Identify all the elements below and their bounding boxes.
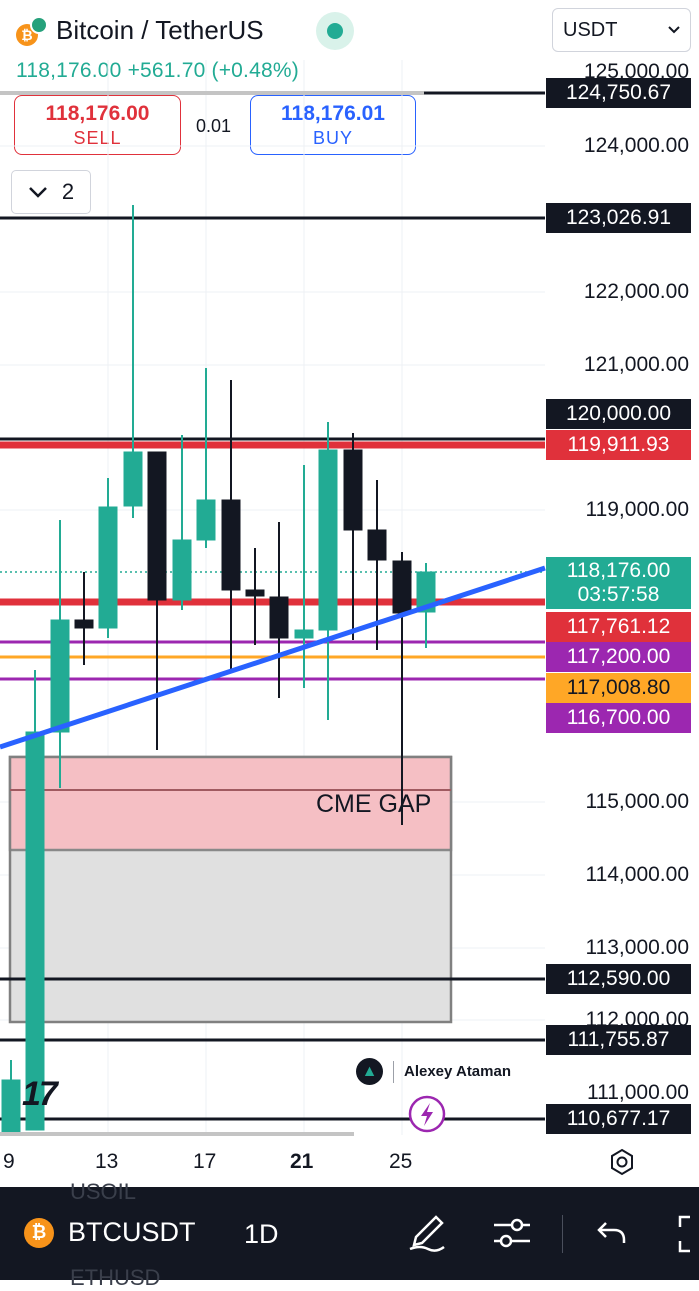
drawing-tools-icon[interactable] <box>406 1213 446 1253</box>
symbol-name: BTCUSDT <box>68 1217 196 1247</box>
price-tag-123026[interactable]: 123,026.91 <box>546 203 691 233</box>
spread-value: 0.01 <box>196 116 232 136</box>
cme-gap-highlight[interactable] <box>8 755 453 852</box>
fullscreen-icon[interactable] <box>676 1215 699 1253</box>
ghost-symbol-above: USOIL <box>70 1179 137 1204</box>
cme-gap-label: CME GAP <box>316 790 432 818</box>
axis-tick: 113,000.00 <box>585 936 689 959</box>
axis-tick: 121,000.00 <box>583 353 689 376</box>
indicators-toggle-button[interactable]: 2 <box>11 170 91 214</box>
axis-tick: 119,000.00 <box>585 498 689 521</box>
symbol-title[interactable]: Bitcoin / TetherUS <box>56 15 264 45</box>
candle <box>343 433 363 640</box>
price-tag-117008[interactable]: 117,008.80 <box>546 673 691 703</box>
candle <box>50 520 70 788</box>
axis-tick: 115,000.00 <box>585 790 689 813</box>
candle <box>269 522 289 698</box>
candles <box>1 205 436 1136</box>
price-change-line: 118,176.00 +561.70 (+0.48%) <box>16 59 299 82</box>
chart-settings-icon[interactable] <box>608 1148 636 1176</box>
date-label: 25 <box>389 1150 413 1173</box>
candle <box>98 478 118 638</box>
tether-icon <box>30 16 48 34</box>
candle <box>1 1060 21 1136</box>
market-status-indicator[interactable] <box>316 12 354 50</box>
price-tag-117761[interactable]: 117,761.12 <box>546 612 691 642</box>
candle <box>25 670 45 1131</box>
candle <box>245 548 265 645</box>
price-chart[interactable] <box>0 60 699 1140</box>
candle <box>74 572 94 665</box>
candle <box>294 465 314 688</box>
status-dot-icon <box>327 23 343 39</box>
price-tag-117200[interactable]: 117,200.00 <box>546 642 691 672</box>
buy-label: BUY <box>312 128 353 148</box>
date-label: 9 <box>3 1150 15 1173</box>
date-label: 17 <box>193 1150 217 1173</box>
axis-tick: 125,000.00 <box>583 60 689 83</box>
author-name: Alexey Ataman <box>404 1063 511 1080</box>
candle <box>318 422 338 720</box>
date-label: 21 <box>290 1150 314 1173</box>
axis-tick: 124,000.00 <box>583 134 689 157</box>
author-logo-icon: ▲ <box>356 1058 383 1085</box>
indicators-icon[interactable] <box>492 1215 532 1251</box>
bottom-toolbar: USOIL ETHUSD ₿ BTCUSDT 1D <box>0 1179 699 1290</box>
sell-label: SELL <box>73 128 122 148</box>
undo-icon[interactable] <box>596 1217 628 1249</box>
sell-button[interactable]: 118,176.00 SELL <box>14 95 181 155</box>
candle <box>123 205 143 518</box>
date-label: 13 <box>95 1150 119 1173</box>
chevron-down-icon <box>668 26 680 34</box>
chevron-down-icon <box>28 187 47 198</box>
candle <box>196 368 216 548</box>
candle <box>221 380 241 670</box>
axis-tick: 114,000.00 <box>585 863 689 886</box>
currency-value: USDT <box>563 18 618 41</box>
candle <box>147 451 167 750</box>
price-tag-110677[interactable]: 110,677.17 <box>546 1104 691 1134</box>
buy-button[interactable]: 118,176.01 BUY <box>250 95 416 155</box>
candle <box>392 552 412 825</box>
last-price-tag[interactable]: 118,176.00 03:57:58 <box>546 557 691 609</box>
axis-tick: 111,000.00 <box>587 1081 689 1104</box>
price-tag-116700[interactable]: 116,700.00 <box>546 703 691 733</box>
axis-tick: 122,000.00 <box>583 280 689 303</box>
ascending-trendline[interactable] <box>0 565 546 750</box>
price-tag-124750[interactable]: 124,750.67 <box>546 78 691 108</box>
tradingview-logo: 17 <box>22 1075 58 1113</box>
indicators-count: 2 <box>61 179 75 204</box>
author-watermark: ▲ Alexey Ataman <box>356 1058 511 1085</box>
candle <box>172 435 192 610</box>
price-tag-112590[interactable]: 112,590.00 <box>546 964 691 994</box>
candle-countdown: 03:57:58 <box>577 583 660 606</box>
bitcoin-icon: ₿ <box>24 1217 54 1248</box>
price-tag-119911[interactable]: 119,911.93 <box>546 430 691 460</box>
price-tag-111755[interactable]: 111,755.87 <box>546 1025 691 1055</box>
interval-selector[interactable]: 1D <box>244 1219 279 1249</box>
time-scroll-indicator <box>0 1132 354 1136</box>
currency-select[interactable]: USDT <box>552 8 691 52</box>
symbol-selector[interactable]: ₿ BTCUSDT <box>24 1217 196 1248</box>
ghost-symbol-below: ETHUSD <box>70 1265 161 1290</box>
buy-price: 118,176.01 <box>281 102 385 125</box>
price-scroll-indicator <box>0 91 424 95</box>
price-tag-120000[interactable]: 120,000.00 <box>546 399 691 429</box>
sell-price: 118,176.00 <box>45 102 150 125</box>
toolbar-divider <box>562 1215 563 1253</box>
last-price-value: 118,176.00 <box>566 559 671 582</box>
lightning-icon <box>421 1103 433 1126</box>
